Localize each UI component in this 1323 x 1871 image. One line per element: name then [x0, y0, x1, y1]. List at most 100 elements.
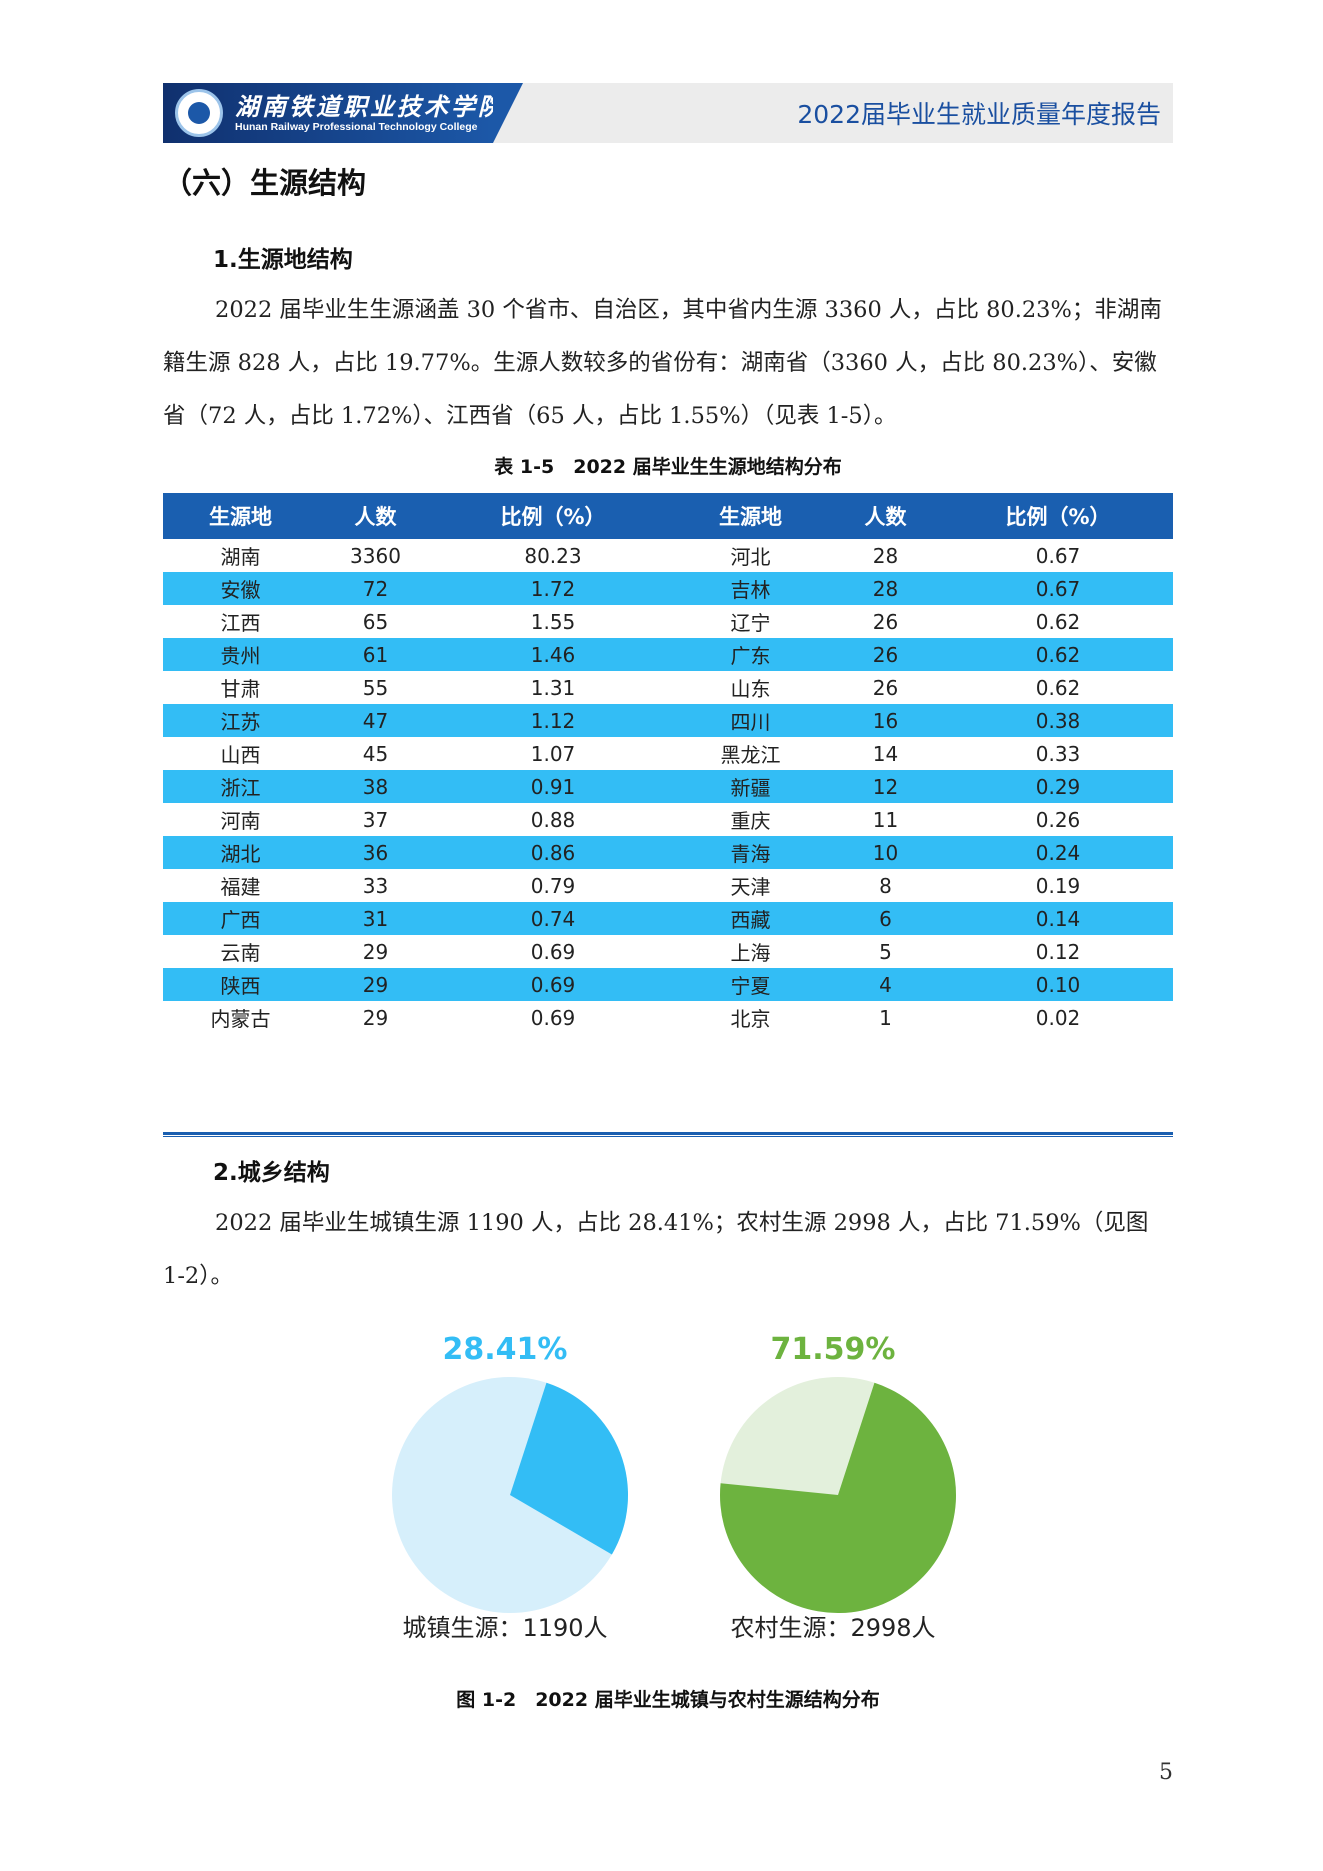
urban-pie-chart: [392, 1377, 628, 1613]
cell-count: 45: [362, 741, 389, 766]
cell-percent: 0.62: [1035, 609, 1081, 634]
subsection-title-urban-rural: 2.城乡结构: [213, 1160, 330, 1186]
table-row: 内蒙古 29 0.69 北京 1 0.02: [163, 1001, 1173, 1034]
college-emblem-icon: [175, 89, 223, 137]
table-row: 安徽 72 1.72 吉林 28 0.67: [163, 572, 1173, 605]
cell-percent: 0.67: [1035, 543, 1081, 568]
table-row: 河南 37 0.88 重庆 11 0.26: [163, 803, 1173, 836]
cell-percent: 0.69: [433, 968, 673, 1001]
cell-count: 37: [362, 807, 389, 832]
cell-percent: 0.88: [530, 807, 576, 832]
college-name-en: Hunan Railway Professional Technology Co…: [235, 121, 478, 133]
cell-origin: 湖北: [163, 836, 318, 869]
cell-count: 5: [879, 939, 892, 964]
cell-origin: 吉林: [673, 572, 828, 605]
cell-count: 47: [318, 704, 433, 737]
cell-percent: 1.72: [433, 572, 673, 605]
cell-count: 29: [318, 968, 433, 1001]
page-number: 5: [1159, 1760, 1173, 1785]
col-header-percent: 比例（%）: [433, 493, 673, 539]
cell-origin: 新疆: [673, 770, 828, 803]
cell-percent: 1.07: [530, 741, 576, 766]
cell-count: 65: [362, 609, 389, 634]
cell-percent: 0.67: [943, 572, 1173, 605]
table-row: 江苏 47 1.12 四川 16 0.38: [163, 704, 1173, 737]
col-header-count: 人数: [828, 493, 943, 539]
cell-origin: 西藏: [673, 902, 828, 935]
cell-origin: 福建: [220, 875, 261, 899]
origin-paragraph-text: 2022 届毕业生生源涵盖 30 个省市、自治区，其中省内生源 3360 人，占…: [163, 297, 1162, 429]
cell-count: 29: [362, 1005, 389, 1030]
cell-count: 36: [318, 836, 433, 869]
college-logo-banner: 湖南铁道职业技术学院 Hunan Railway Professional Te…: [163, 83, 502, 143]
cell-percent: 0.10: [943, 968, 1173, 1001]
table-caption: 表 1-5 2022 届毕业生生源地结构分布: [494, 456, 842, 478]
cell-origin: 河北: [730, 545, 771, 569]
table-row: 广西 31 0.74 西藏 6 0.14: [163, 902, 1173, 935]
cell-origin: 青海: [673, 836, 828, 869]
col-header-origin: 生源地: [673, 493, 828, 539]
cell-count: 8: [879, 873, 892, 898]
cell-count: 31: [318, 902, 433, 935]
cell-percent: 1.31: [530, 675, 576, 700]
cell-count: 26: [872, 675, 899, 700]
cell-percent: 0.38: [943, 704, 1173, 737]
table-row: 湖南 3360 80.23 河北 28 0.67: [163, 539, 1173, 572]
urban-pie-label: 城镇生源：1190人: [402, 1614, 608, 1642]
table-row: 云南 29 0.69 上海 5 0.12: [163, 935, 1173, 968]
cell-percent: 0.19: [1035, 873, 1081, 898]
cell-percent: 0.14: [943, 902, 1173, 935]
cell-count: 26: [828, 638, 943, 671]
figure-caption: 图 1-2 2022 届毕业生城镇与农村生源结构分布: [456, 1689, 880, 1711]
cell-origin: 山西: [220, 743, 261, 767]
cell-percent: 0.33: [1035, 741, 1081, 766]
col-header-percent: 比例（%）: [943, 493, 1173, 539]
origin-paragraph: 2022 届毕业生生源涵盖 30 个省市、自治区，其中省内生源 3360 人，占…: [163, 284, 1173, 443]
table-header-row: 生源地 人数 比例（%） 生源地 人数 比例（%）: [163, 493, 1173, 539]
cell-percent: 0.26: [1035, 807, 1081, 832]
cell-count: 6: [828, 902, 943, 935]
cell-origin: 河南: [220, 809, 261, 833]
col-header-count: 人数: [318, 493, 433, 539]
cell-count: 1: [879, 1005, 892, 1030]
cell-origin: 黑龙江: [720, 743, 781, 767]
table-row: 江西 65 1.55 辽宁 26 0.62: [163, 605, 1173, 638]
cell-count: 38: [318, 770, 433, 803]
cell-origin: 湖南: [220, 545, 261, 569]
cell-origin: 江苏: [163, 704, 318, 737]
cell-origin: 重庆: [730, 809, 771, 833]
cell-count: 16: [828, 704, 943, 737]
cell-count: 33: [362, 873, 389, 898]
cell-origin: 贵州: [163, 638, 318, 671]
section-title: （六）生源结构: [163, 166, 367, 200]
cell-origin: 山东: [730, 677, 771, 701]
rural-pie-label: 农村生源：2998人: [730, 1614, 936, 1642]
cell-percent: 0.91: [433, 770, 673, 803]
cell-count: 72: [318, 572, 433, 605]
cell-percent: 1.55: [530, 609, 576, 634]
cell-origin: 广东: [673, 638, 828, 671]
table-row: 陕西 29 0.69 宁夏 4 0.10: [163, 968, 1173, 1001]
cell-count: 4: [828, 968, 943, 1001]
table-row: 甘肃 55 1.31 山东 26 0.62: [163, 671, 1173, 704]
cell-percent: 0.12: [1035, 939, 1081, 964]
cell-origin: 云南: [220, 941, 261, 965]
cell-count: 28: [872, 543, 899, 568]
rural-percent-label: 71.59%: [770, 1332, 896, 1367]
table-row: 贵州 61 1.46 广东 26 0.62: [163, 638, 1173, 671]
cell-count: 28: [828, 572, 943, 605]
cell-percent: 80.23: [524, 543, 582, 568]
cell-percent: 0.62: [943, 638, 1173, 671]
table-row: 浙江 38 0.91 新疆 12 0.29: [163, 770, 1173, 803]
cell-count: 14: [872, 741, 899, 766]
col-header-origin: 生源地: [163, 493, 318, 539]
college-name-cn: 湖南铁道职业技术学院: [235, 92, 505, 121]
cell-percent: 0.24: [943, 836, 1173, 869]
logo-banner-edge: [493, 83, 523, 143]
cell-percent: 1.46: [433, 638, 673, 671]
cell-origin: 北京: [730, 1007, 771, 1031]
cell-origin: 辽宁: [730, 611, 771, 635]
urban-percent-label: 28.41%: [442, 1332, 568, 1367]
cell-origin: 江西: [220, 611, 261, 635]
urban-pie-slice: [510, 1382, 628, 1555]
